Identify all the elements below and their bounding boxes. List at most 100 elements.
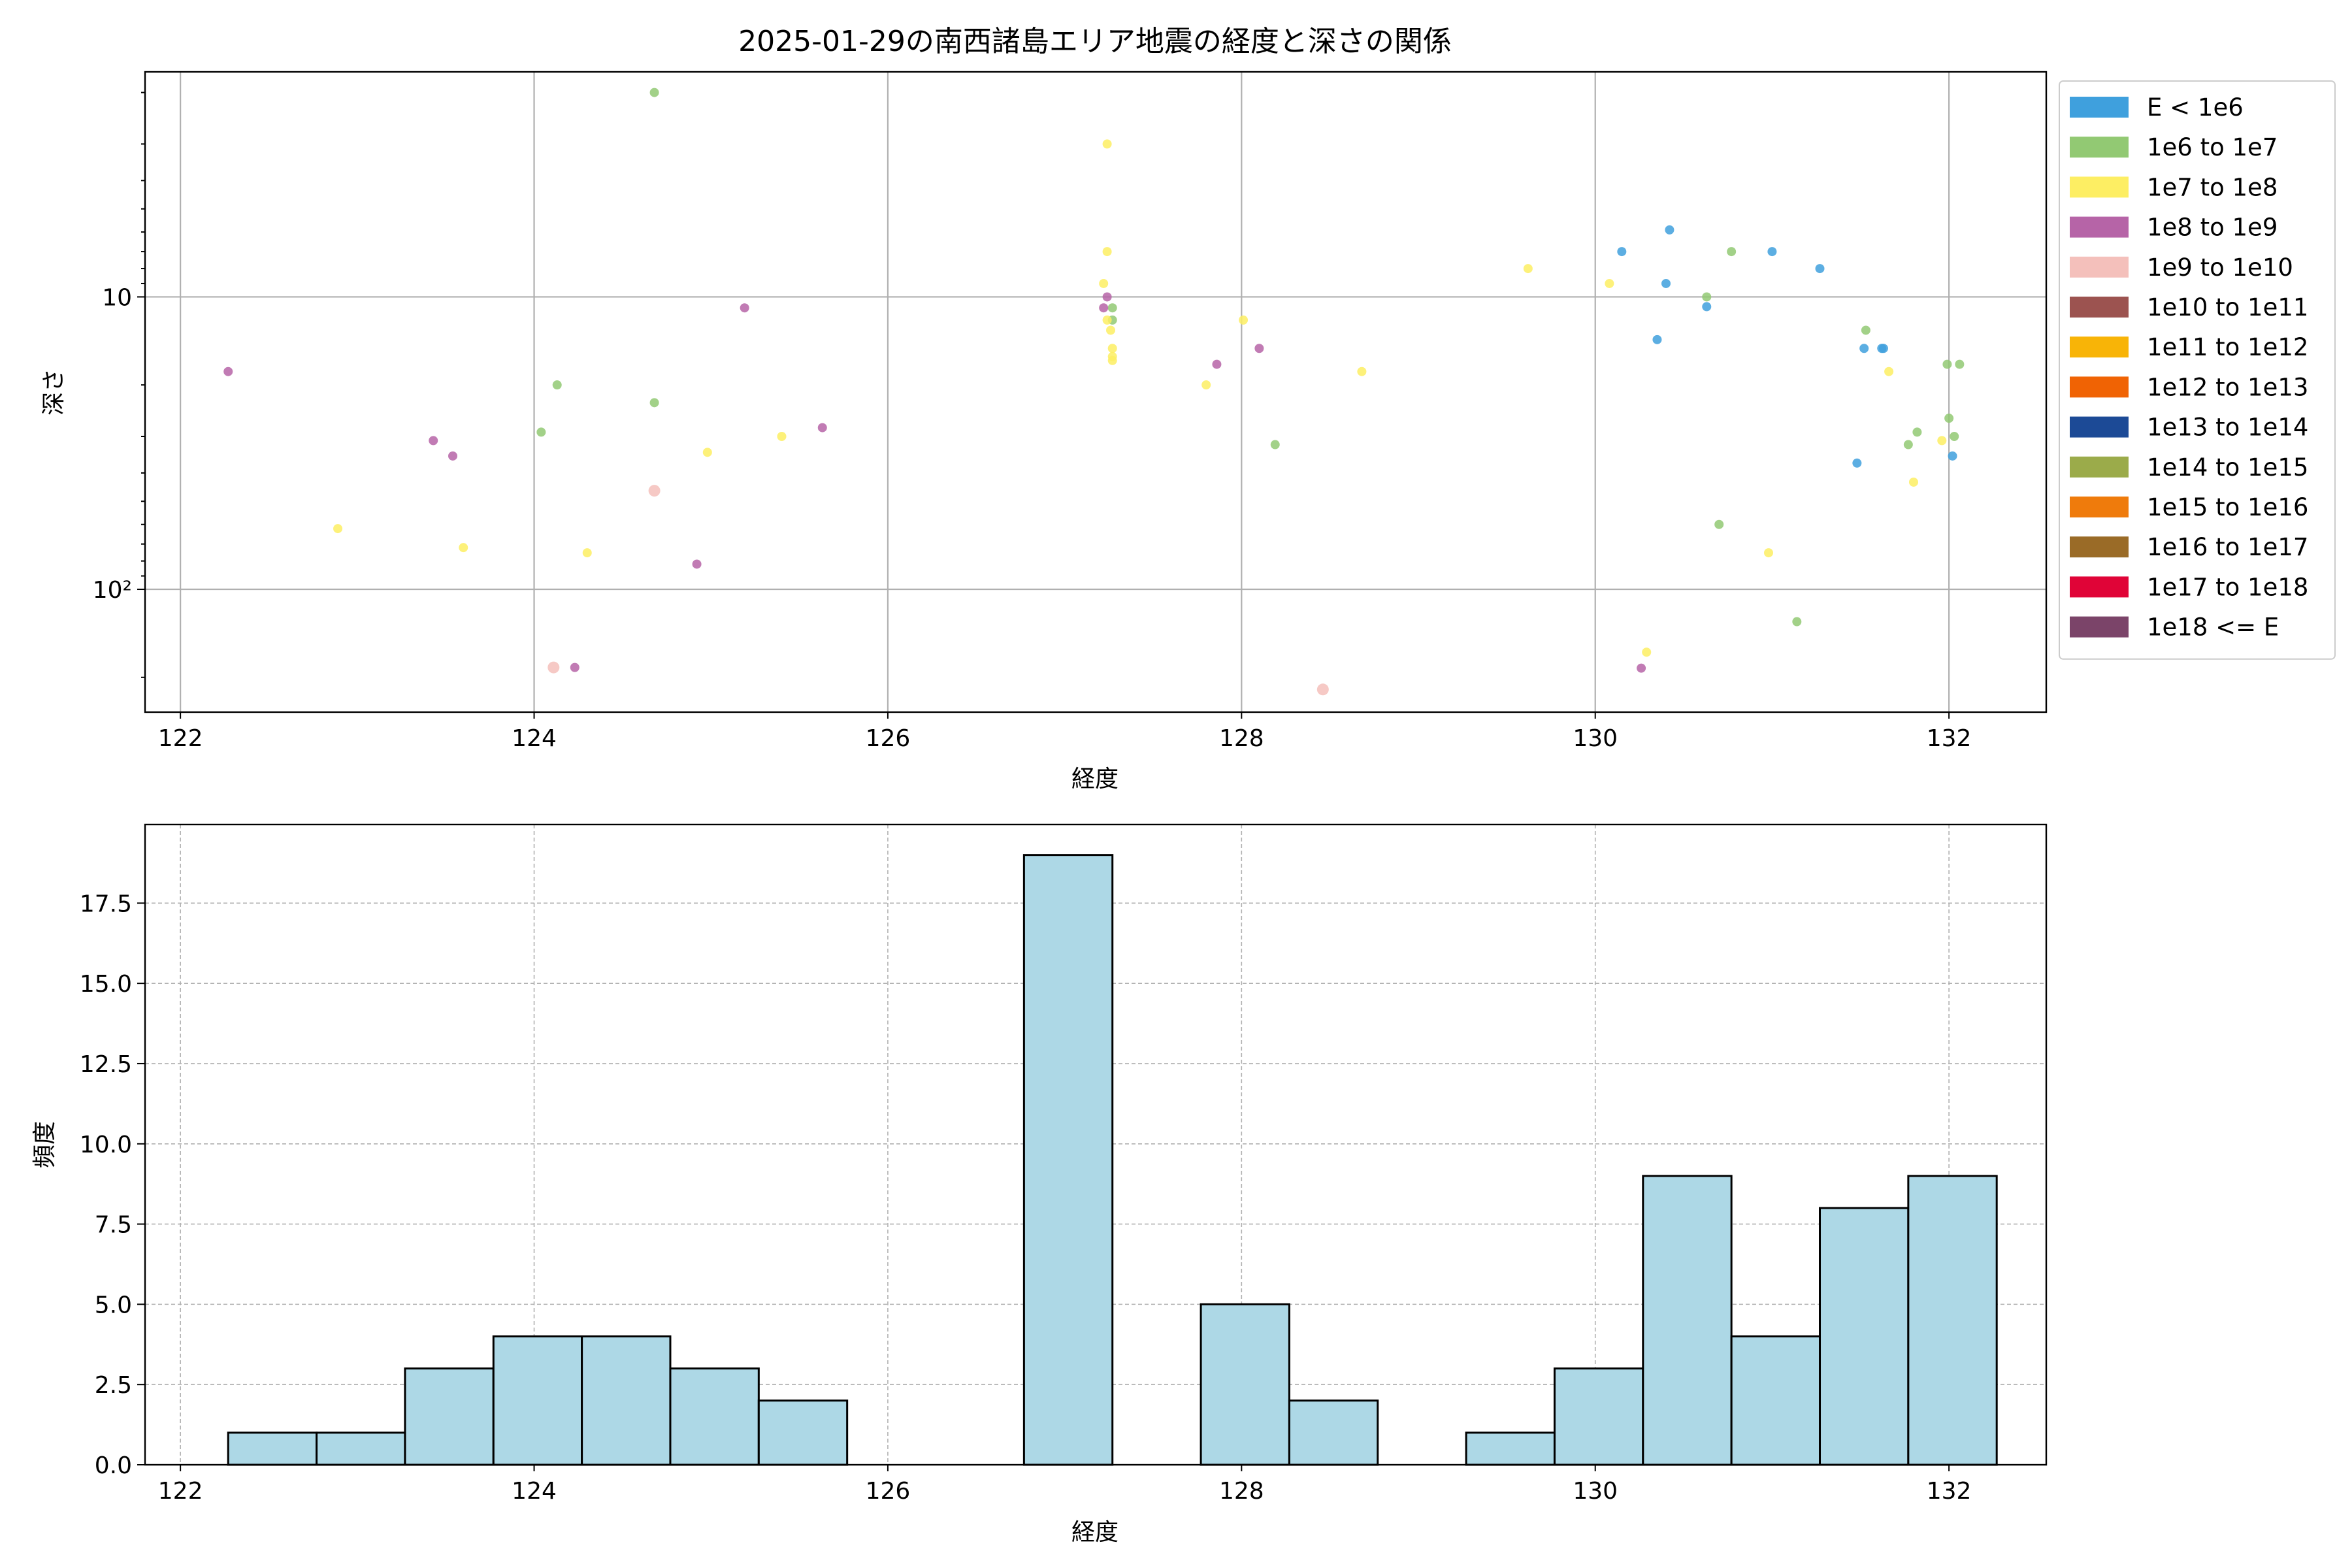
legend-swatch bbox=[2070, 336, 2129, 358]
histogram-x-axis-label: 経度 bbox=[1071, 1519, 1119, 1546]
scatter-point bbox=[1254, 344, 1264, 353]
legend-entry-label: 1e14 to 1e15 bbox=[2147, 453, 2308, 482]
scatter-y-ticks: 10 10² bbox=[93, 91, 145, 678]
legend-swatch bbox=[2070, 297, 2129, 318]
scatter-point bbox=[1099, 303, 1109, 313]
scatter-point bbox=[1714, 519, 1724, 529]
scatter-x-tick-label: 132 bbox=[1927, 725, 1972, 752]
histogram-bar bbox=[1553, 1367, 1644, 1466]
histogram-x-tick-label: 122 bbox=[158, 1478, 203, 1505]
scatter-point bbox=[1944, 414, 1954, 423]
legend-entry-label: 1e17 to 1e18 bbox=[2147, 573, 2308, 601]
legend-swatch bbox=[2070, 256, 2129, 278]
scatter-point bbox=[1102, 292, 1112, 302]
histogram-x-tick-label: 126 bbox=[866, 1478, 911, 1505]
histogram-y-tick-label: 0.0 bbox=[95, 1452, 132, 1479]
histogram-y-tick-label: 7.5 bbox=[95, 1212, 132, 1239]
scatter-point bbox=[1270, 440, 1280, 449]
scatter-point bbox=[1955, 359, 1965, 369]
histogram-bar bbox=[1819, 1207, 1910, 1466]
legend-entry-label: 1e12 to 1e13 bbox=[2147, 373, 2308, 401]
scatter-point bbox=[1937, 436, 1947, 446]
scatter-point bbox=[429, 436, 438, 446]
scatter-point bbox=[1102, 247, 1112, 257]
scatter-point bbox=[552, 380, 562, 390]
histogram-bar bbox=[1022, 854, 1114, 1466]
legend-entry-label: 1e10 to 1e11 bbox=[2147, 293, 2308, 321]
scatter-point bbox=[1859, 344, 1869, 353]
scatter-point bbox=[1950, 431, 1959, 441]
legend-entry-label: E < 1e6 bbox=[2147, 93, 2244, 122]
scatter-point bbox=[1106, 325, 1116, 335]
legend-entry-label: 1e8 to 1e9 bbox=[2147, 214, 2278, 242]
legend-swatch bbox=[2070, 376, 2129, 398]
scatter-point bbox=[777, 431, 787, 441]
scatter-x-axis-label: 経度 bbox=[1071, 766, 1119, 792]
legend-swatch bbox=[2070, 456, 2129, 478]
scatter-point bbox=[1702, 302, 1712, 312]
scatter-point bbox=[1637, 663, 1646, 673]
scatter-point bbox=[1102, 139, 1112, 149]
scatter-point bbox=[448, 451, 458, 461]
histogram-bar bbox=[1907, 1175, 1998, 1466]
histogram-bar bbox=[1200, 1303, 1290, 1466]
scatter-x-ticks: 122 124 126 128 130 132 bbox=[158, 712, 1972, 752]
scatter-y-tick-label: 10² bbox=[93, 577, 132, 604]
scatter-point bbox=[1884, 367, 1894, 376]
scatter-point bbox=[1764, 548, 1774, 558]
scatter-point bbox=[1107, 344, 1117, 353]
scatter-point bbox=[1661, 278, 1671, 288]
histogram-y-tick-label: 17.5 bbox=[80, 890, 132, 917]
histogram-axes: 122 124 126 128 130 132 0.0 2.5 5.0 7.5 10.0 12.5 1… bbox=[31, 823, 2048, 1546]
legend-entry-label: 1e13 to 1e14 bbox=[2147, 414, 2308, 442]
legend-swatch bbox=[2070, 137, 2129, 158]
scatter-y-tick-label: 10 bbox=[102, 284, 132, 311]
scatter-point bbox=[1239, 315, 1249, 325]
scatter-point bbox=[547, 661, 560, 674]
scatter-x-tick-label: 130 bbox=[1573, 725, 1618, 752]
legend-swatch bbox=[2070, 576, 2129, 598]
histogram-bar bbox=[227, 1431, 318, 1466]
scatter-point bbox=[1815, 264, 1825, 274]
scatter-point bbox=[1908, 477, 1918, 487]
scatter-plot-frame bbox=[144, 71, 2048, 713]
scatter-point bbox=[1861, 325, 1870, 335]
scatter-point bbox=[1605, 278, 1614, 288]
histogram-bar bbox=[669, 1367, 760, 1466]
scatter-point bbox=[1107, 303, 1117, 313]
scatter-point bbox=[649, 398, 659, 408]
scatter-point bbox=[1107, 355, 1117, 365]
scatter-point bbox=[1642, 647, 1652, 657]
histogram-plot-frame bbox=[144, 823, 2048, 1466]
scatter-point bbox=[1852, 458, 1862, 468]
scatter-point bbox=[1652, 335, 1662, 344]
scatter-point bbox=[1767, 247, 1777, 257]
histogram-bar bbox=[492, 1335, 583, 1466]
histogram-x-tick-label: 128 bbox=[1219, 1478, 1264, 1505]
scatter-gridlines bbox=[145, 72, 2046, 712]
scatter-point bbox=[1912, 427, 1922, 437]
legend-entry-label: 1e6 to 1e7 bbox=[2147, 133, 2278, 161]
scatter-point bbox=[1942, 359, 1952, 369]
scatter-point bbox=[1212, 359, 1222, 369]
scatter-point bbox=[740, 303, 749, 313]
legend-swatch bbox=[2070, 416, 2129, 438]
scatter-axes: 2025-01-29の南西諸島エリア地震の経度と深さの関係 122 124 126 1… bbox=[41, 25, 2336, 792]
scatter-x-tick-label: 122 bbox=[158, 725, 203, 752]
legend-swatch bbox=[2070, 616, 2129, 638]
scatter-point bbox=[333, 524, 343, 534]
legend-entry-label: 1e18 <= E bbox=[2147, 613, 2279, 642]
legend-entry-label: 1e11 to 1e12 bbox=[2147, 333, 2308, 361]
scatter-point bbox=[570, 662, 580, 672]
scatter-point bbox=[1523, 264, 1533, 274]
histogram-bar bbox=[404, 1367, 495, 1466]
histogram-y-tick-label: 12.5 bbox=[80, 1051, 132, 1078]
histogram-y-tick-label: 5.0 bbox=[95, 1292, 132, 1318]
scatter-point bbox=[1201, 380, 1211, 390]
legend-entry-label: 1e15 to 1e16 bbox=[2147, 493, 2308, 521]
scatter-point bbox=[1102, 315, 1112, 325]
histogram-x-tick-label: 130 bbox=[1573, 1478, 1618, 1505]
scatter-point bbox=[817, 423, 827, 433]
histogram-bar bbox=[1465, 1431, 1556, 1466]
histogram-x-ticks: 122 124 126 128 130 132 bbox=[158, 1465, 1971, 1505]
